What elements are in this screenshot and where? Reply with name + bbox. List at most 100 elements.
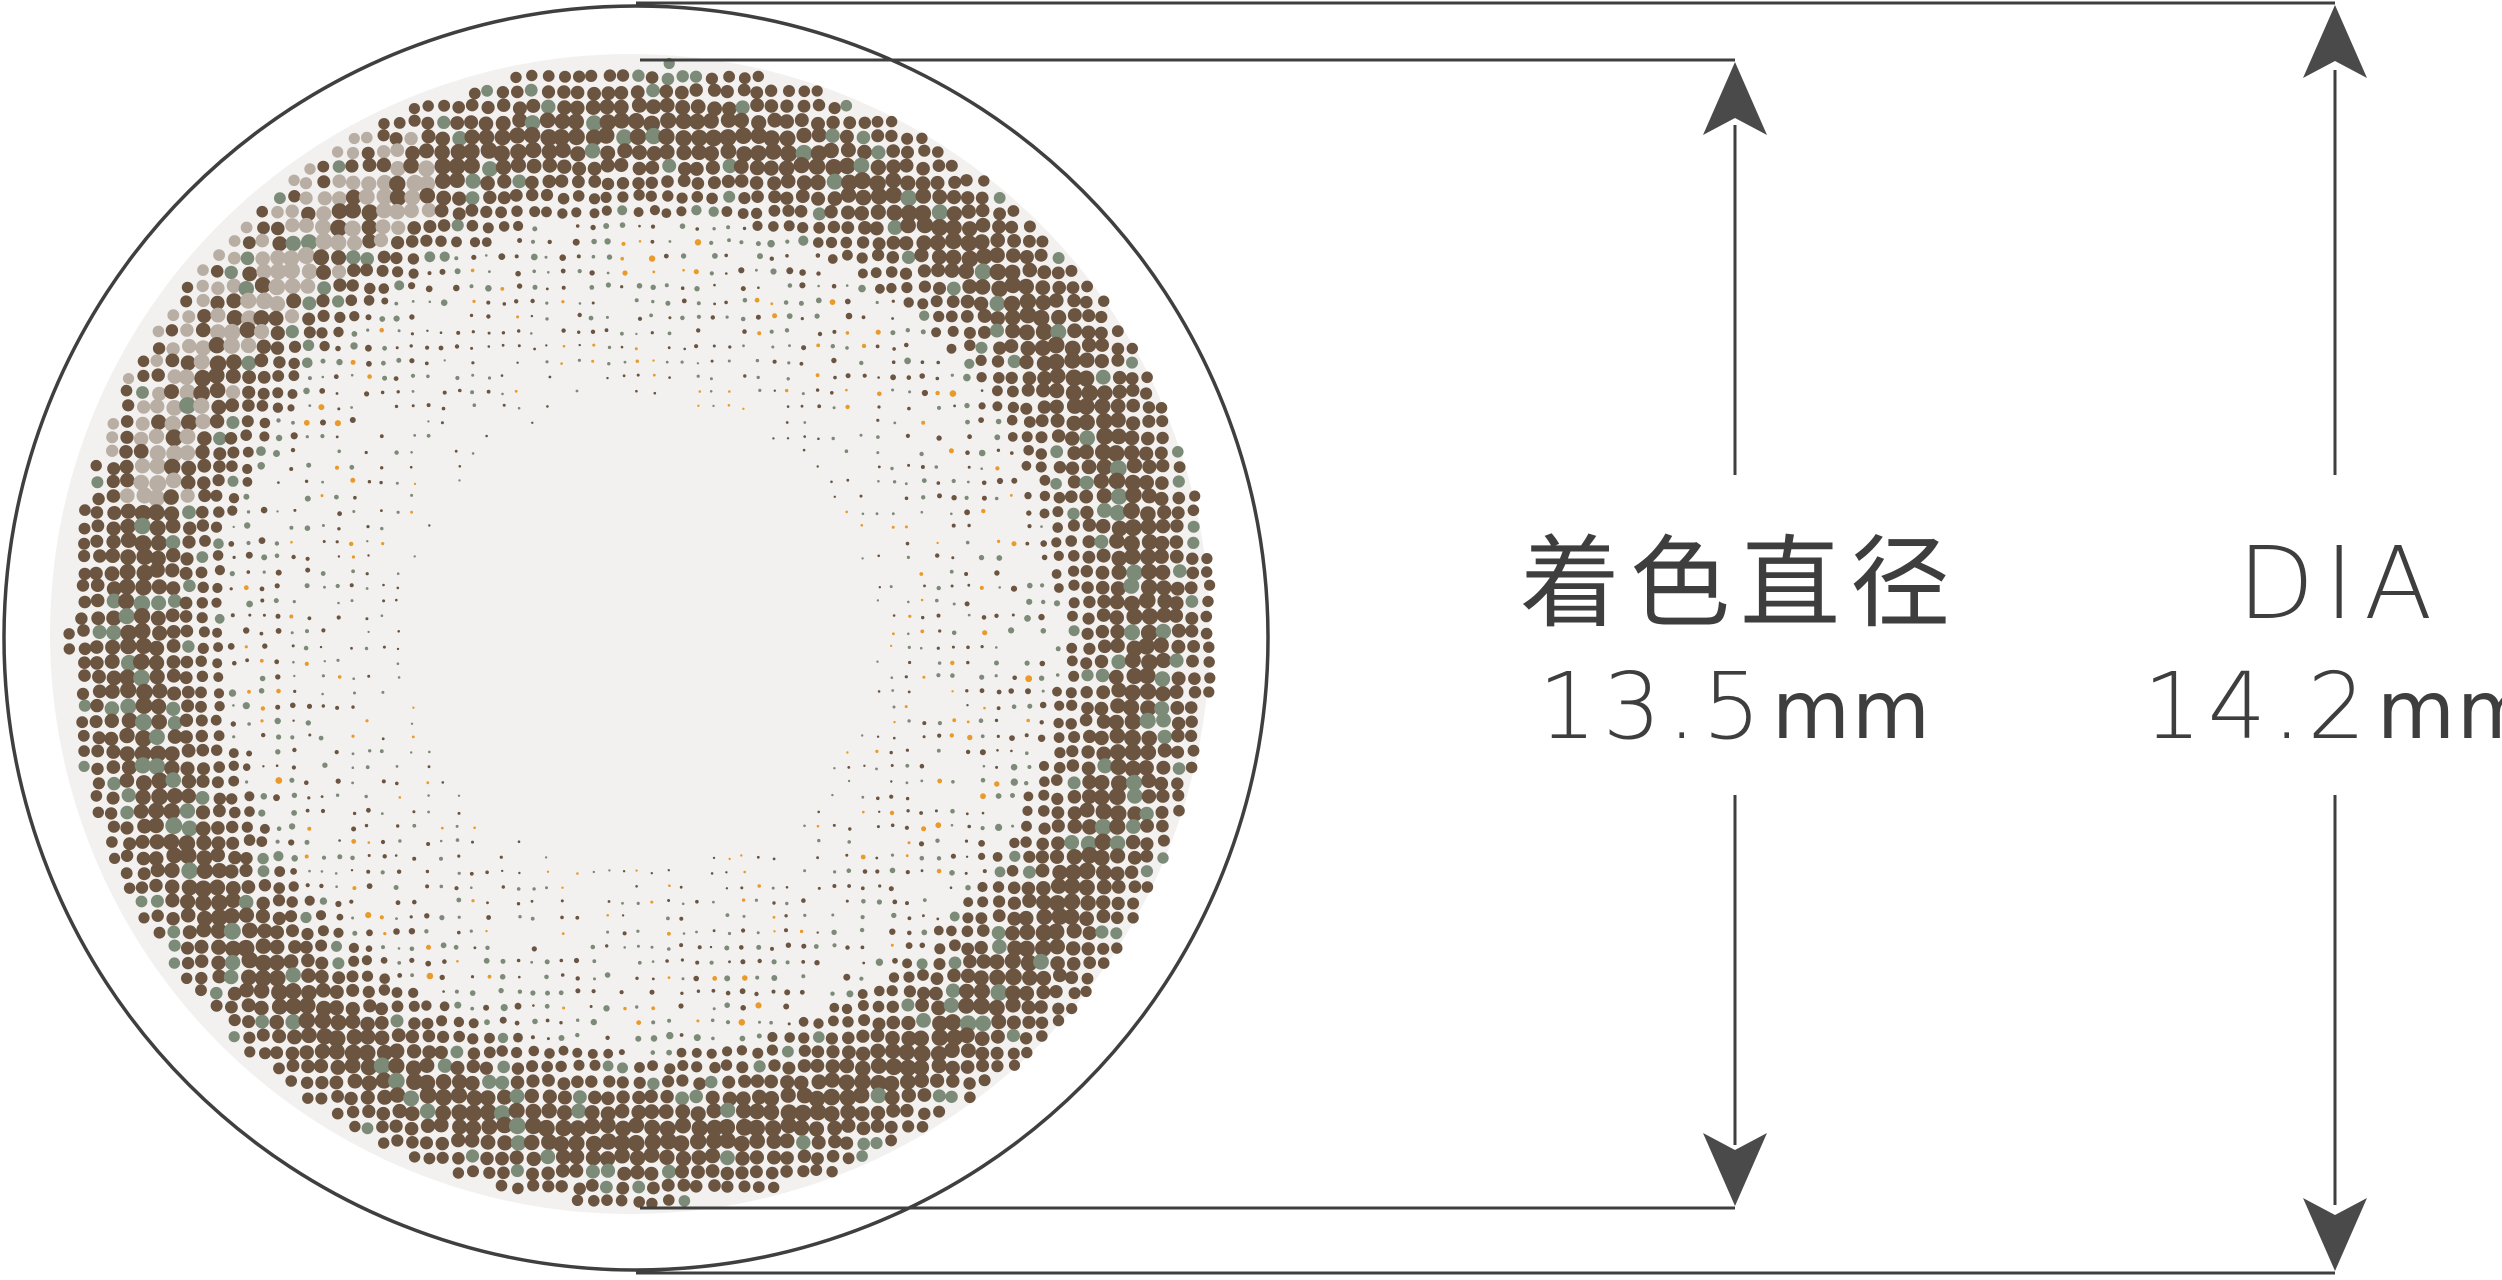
pattern-dot: [856, 252, 868, 264]
pattern-dot: [885, 1134, 897, 1147]
pattern-dot: [773, 389, 776, 392]
pattern-dot: [845, 331, 850, 335]
pattern-dot: [407, 253, 420, 265]
pattern-dot: [995, 765, 999, 769]
pattern-dot: [303, 326, 316, 339]
pattern-dot: [620, 256, 624, 261]
pattern-dot: [905, 942, 913, 949]
pattern-dot: [1095, 310, 1108, 324]
pattern-dot: [1172, 491, 1186, 505]
pattern-dot: [148, 851, 164, 866]
pattern-dot: [756, 944, 762, 950]
pattern-dot: [973, 983, 991, 1000]
pattern-dot: [1024, 615, 1031, 622]
pattern-dot: [1079, 489, 1094, 504]
pattern-dot: [635, 869, 638, 872]
pattern-dot: [244, 791, 255, 802]
pattern-dot: [242, 922, 258, 939]
pattern-dot: [210, 324, 226, 341]
pattern-dot: [1156, 760, 1171, 775]
pattern-dot: [434, 157, 452, 175]
pattern-dot: [346, 1029, 363, 1045]
pattern-dot: [728, 857, 731, 861]
pattern-dot: [450, 1087, 468, 1104]
pattern-dot: [479, 1061, 493, 1075]
pattern-dot: [913, 1045, 931, 1063]
pattern-dot: [1080, 295, 1093, 309]
pattern-dot: [497, 174, 512, 189]
pattern-dot: [742, 344, 745, 348]
pattern-dot: [78, 669, 91, 682]
pattern-dot: [495, 159, 512, 175]
pattern-dot: [591, 989, 596, 994]
pattern-dot: [1111, 775, 1128, 792]
pattern-dot: [967, 734, 973, 741]
pattern-dot: [1035, 863, 1050, 878]
pattern-dot: [455, 838, 460, 842]
pattern-dot: [538, 1119, 555, 1137]
pattern-dot: [936, 481, 941, 485]
pattern-dot: [588, 1195, 600, 1207]
pattern-dot: [1026, 598, 1033, 605]
pattern-dot: [285, 1046, 300, 1061]
pattern-dot: [351, 569, 355, 574]
pattern-dot: [291, 420, 295, 425]
pattern-dot: [465, 1149, 480, 1163]
pattern-dot: [92, 684, 107, 699]
pattern-dot: [395, 765, 399, 768]
pattern-dot: [1067, 446, 1082, 461]
pattern-dot: [917, 1088, 932, 1102]
pattern-dot: [1050, 478, 1062, 490]
pattern-dot: [275, 764, 279, 767]
pattern-dot: [961, 191, 975, 205]
pattern-dot: [228, 235, 241, 247]
pattern-dot: [545, 287, 549, 291]
pattern-dot: [257, 865, 270, 878]
pattern-dot: [91, 744, 105, 758]
pattern-dot: [256, 292, 273, 310]
pattern-dot: [601, 205, 612, 216]
pattern-dot: [797, 1165, 810, 1178]
pattern-dot: [712, 404, 715, 408]
pattern-dot: [485, 434, 488, 438]
pattern-dot: [951, 780, 955, 784]
pattern-dot: [427, 271, 432, 276]
pattern-dot: [682, 932, 686, 935]
pattern-dot: [196, 743, 210, 757]
pattern-dot: [526, 1167, 539, 1181]
pattern-dot: [134, 757, 151, 774]
pattern-dot: [1172, 475, 1185, 488]
pattern-dot: [1153, 637, 1169, 653]
pattern-dot: [1049, 938, 1065, 955]
pattern-dot: [920, 510, 924, 514]
pattern-dot: [585, 1179, 599, 1192]
pattern-dot: [366, 328, 370, 332]
pattern-dot: [1126, 667, 1143, 685]
pattern-dot: [808, 1121, 825, 1137]
pattern-dot: [1096, 413, 1113, 430]
pattern-dot: [361, 204, 379, 221]
pattern-dot: [1187, 744, 1200, 757]
pattern-dot: [780, 1075, 795, 1090]
pattern-dot: [1108, 714, 1124, 730]
pattern-dot: [1006, 1015, 1021, 1030]
pattern-dot: [331, 940, 342, 952]
pattern-dot: [1083, 956, 1096, 969]
pattern-dot: [1096, 909, 1111, 924]
pattern-dot: [764, 1074, 778, 1089]
pattern-dot: [518, 871, 521, 875]
pattern-dot: [884, 1090, 900, 1105]
pattern-dot: [995, 823, 1003, 832]
pattern-dot: [680, 253, 687, 259]
pattern-dot: [167, 369, 183, 384]
pattern-dot: [274, 659, 280, 665]
pattern-dot: [949, 911, 960, 922]
pattern-dot: [164, 862, 180, 878]
pattern-dot: [105, 684, 120, 699]
pattern-dot: [811, 116, 825, 131]
pattern-dot: [1156, 431, 1169, 445]
pattern-dot: [646, 99, 661, 115]
pattern-dot: [149, 655, 165, 671]
pattern-dot: [301, 1027, 317, 1044]
pattern-dot: [421, 1017, 434, 1030]
